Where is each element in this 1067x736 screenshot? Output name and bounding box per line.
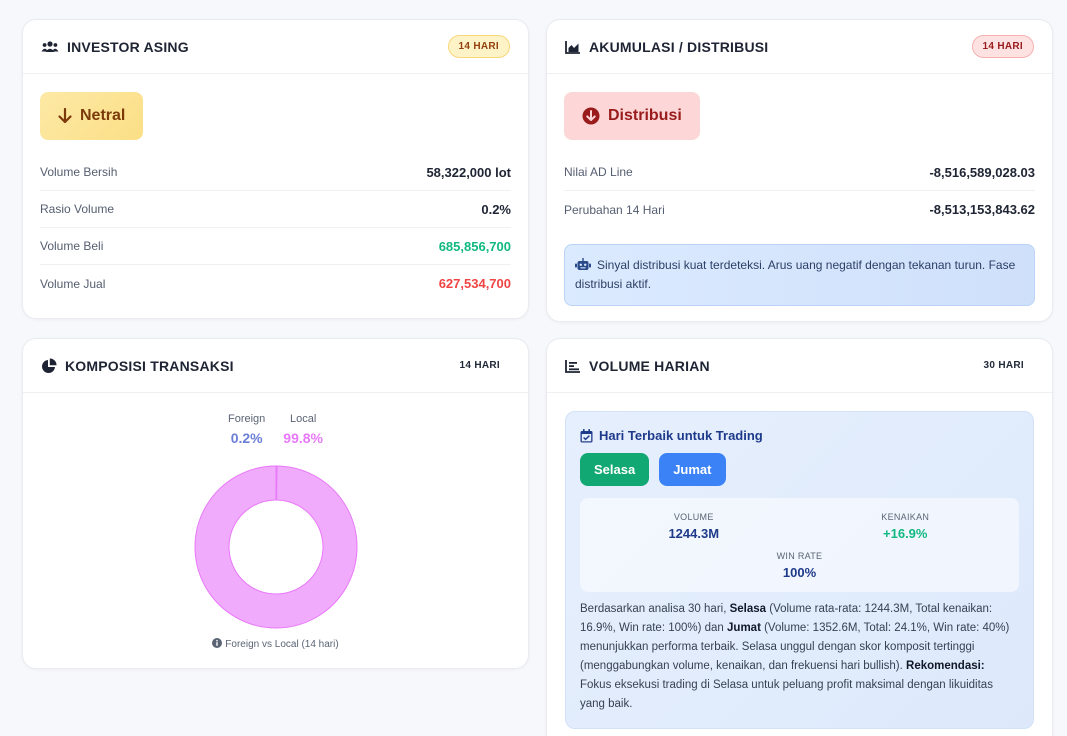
row-rasio-volume: Rasio Volume 0.2% xyxy=(40,191,511,228)
caption-text: Foreign vs Local (14 hari) xyxy=(225,639,339,650)
desc-bold: Selasa xyxy=(729,603,767,615)
row-label: Volume Bersih xyxy=(40,165,118,179)
period-badge: 14 HARI xyxy=(459,360,500,371)
investor-asing-card: INVESTOR ASING 14 HARI Netral Volume Ber… xyxy=(22,19,529,319)
donut-slice-local[interactable] xyxy=(194,465,357,629)
legend-foreign: Foreign 0.2% xyxy=(228,413,265,446)
period-badge: 14 HARI xyxy=(971,35,1034,58)
card-header: INVESTOR ASING 14 HARI xyxy=(23,20,528,74)
users-icon xyxy=(41,40,59,54)
analysis-description: Berdasarkan analisa 30 hari, Selasa (Vol… xyxy=(580,600,1019,714)
ad-stats: Nilai AD Line -8,516,589,028.03 Perubaha… xyxy=(564,154,1035,228)
row-label: Nilai AD Line xyxy=(564,165,633,179)
row-label: Volume Beli xyxy=(40,239,104,253)
period-badge: 14 HARI xyxy=(447,35,510,58)
row-value: 685,856,700 xyxy=(438,238,511,254)
bar-chart-icon xyxy=(565,359,581,373)
desc-text: (Volume rata-rata: 1244.3M, Total kenaik… xyxy=(580,603,993,634)
info-icon xyxy=(212,638,223,648)
calendar-check-icon xyxy=(580,428,593,443)
komposisi-transaksi-card: KOMPOSISI TRANSAKSI 14 HARI Foreign 0.2%… xyxy=(22,338,529,669)
stat-value: 1244.3M xyxy=(668,526,720,541)
robot-icon xyxy=(575,258,591,271)
best-day-buttons: Selasa Jumat xyxy=(580,453,1019,486)
stat-label: WIN RATE xyxy=(776,551,823,561)
desc-text: (Volume: 1352.6M, Total: 24.1%, Win rate… xyxy=(580,622,1010,672)
desc-bold: Jumat xyxy=(727,622,761,634)
legend-local: Local 99.8% xyxy=(283,413,323,446)
donut-chart xyxy=(194,465,357,629)
row-value: 0.2% xyxy=(481,201,511,217)
row-perubahan: Perubahan 14 Hari -8,513,153,843.62 xyxy=(564,191,1035,228)
row-value: 627,534,700 xyxy=(438,276,511,291)
row-label: Perubahan 14 Hari xyxy=(564,202,665,217)
volume-harian-card: VOLUME HARIAN 30 HARI Hari Terbaik untuk… xyxy=(546,338,1053,736)
desc-text: Berdasarkan analisa 30 hari, xyxy=(580,603,730,615)
signal-label: Distribusi xyxy=(608,107,682,124)
neutral-signal: Netral xyxy=(40,92,144,140)
card-title: VOLUME HARIAN xyxy=(589,357,710,374)
day-button-jumat[interactable]: Jumat xyxy=(659,453,726,486)
desc-bold: Rekomendasi: xyxy=(906,660,985,672)
card-header: VOLUME HARIAN 30 HARI xyxy=(547,339,1052,393)
stat-value: 100% xyxy=(782,565,817,580)
distribusi-signal: Distribusi xyxy=(564,92,700,140)
card-header: AKUMULASI / DISTRIBUSI 14 HARI xyxy=(547,20,1052,74)
card-title: INVESTOR ASING xyxy=(67,38,189,55)
stat-label: VOLUME xyxy=(673,512,714,522)
row-label: Volume Jual xyxy=(40,276,106,291)
investor-stats: Volume Bersih 58,322,000 lot Rasio Volum… xyxy=(40,154,511,302)
distribution-alert: Sinyal distribusi kuat terdeteksi. Arus … xyxy=(564,244,1035,306)
area-chart-icon xyxy=(565,40,581,54)
arrow-circle-down-icon xyxy=(582,107,600,125)
desc-text: Fokus eksekusi trading di Selasa untuk p… xyxy=(580,679,993,710)
pie-chart-icon xyxy=(41,357,57,374)
card-title: KOMPOSISI TRANSAKSI xyxy=(65,357,234,374)
legend-value: 0.2% xyxy=(230,430,263,446)
legend-label: Local xyxy=(290,413,317,425)
row-volume-bersih: Volume Bersih 58,322,000 lot xyxy=(40,154,511,191)
best-day-title: Hari Terbaik untuk Trading xyxy=(599,428,763,443)
signal-label: Netral xyxy=(80,107,126,124)
legend-label: Foreign xyxy=(228,413,266,425)
best-day-stats: VOLUME 1244.3M KENAIKAN +16.9% WIN RATE … xyxy=(580,498,1019,592)
arrow-down-icon xyxy=(58,108,72,124)
best-day-panel: Hari Terbaik untuk Trading Selasa Jumat … xyxy=(565,411,1034,729)
row-value: 58,322,000 lot xyxy=(426,164,511,180)
akumulasi-distribusi-card: AKUMULASI / DISTRIBUSI 14 HARI Distribus… xyxy=(546,19,1053,322)
chart-caption: Foreign vs Local (14 hari) xyxy=(23,638,528,650)
row-label: Rasio Volume xyxy=(40,202,115,216)
row-volume-beli: Volume Beli 685,856,700 xyxy=(40,228,511,265)
chart-legend: Foreign 0.2% Local 99.8% xyxy=(23,413,528,446)
row-volume-jual: Volume Jual 627,534,700 xyxy=(40,265,511,302)
stat-win-rate: WIN RATE 100% xyxy=(588,551,1011,580)
card-header: KOMPOSISI TRANSAKSI 14 HARI xyxy=(23,339,528,393)
stat-label: KENAIKAN xyxy=(881,512,930,522)
legend-value: 99.8% xyxy=(283,430,323,446)
card-title: AKUMULASI / DISTRIBUSI xyxy=(589,38,769,55)
alert-text: Sinyal distribusi kuat terdeteksi. Arus … xyxy=(575,258,1016,291)
row-nilai-ad-line: Nilai AD Line -8,516,589,028.03 xyxy=(564,154,1035,191)
period-badge: 30 HARI xyxy=(983,360,1024,371)
stat-value: +16.9% xyxy=(883,526,928,541)
day-button-selasa[interactable]: Selasa xyxy=(580,453,650,486)
stat-volume: VOLUME 1244.3M xyxy=(588,512,800,541)
row-value: -8,516,589,028.03 xyxy=(929,164,1035,180)
row-value: -8,513,153,843.62 xyxy=(929,202,1035,217)
stat-kenaikan: KENAIKAN +16.9% xyxy=(800,512,1012,541)
